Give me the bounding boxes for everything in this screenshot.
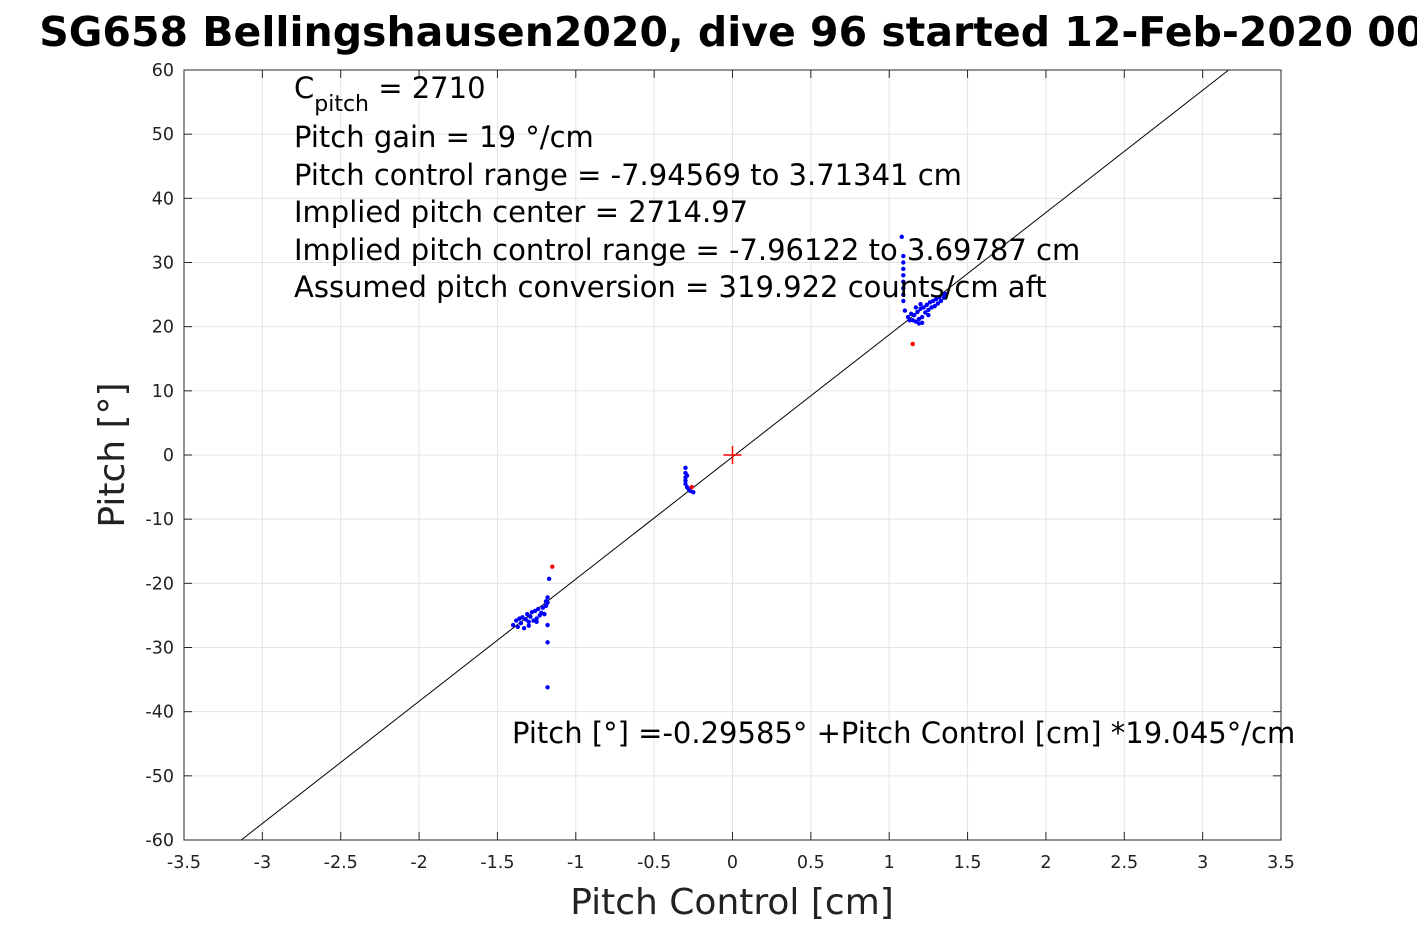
data-points (510, 234, 948, 690)
pitch-conversion-text: Assumed pitch conversion = 319.922 count… (294, 270, 1047, 304)
blue-data-point (546, 576, 552, 582)
blue-data-point (913, 305, 919, 310)
x-tick-label: 3 (1197, 853, 1208, 873)
y-tick-label: 0 (163, 446, 174, 466)
x-tick-label: 0.5 (797, 853, 825, 873)
x-tick-label: -1.5 (480, 853, 514, 873)
blue-data-point (534, 616, 539, 621)
blue-data-point (932, 303, 937, 309)
x-tick-label: 2 (1040, 853, 1051, 873)
implied-pitch-range-text: Implied pitch control range = -7.96122 t… (294, 233, 1080, 267)
blue-data-point (901, 273, 906, 278)
blue-data-point (515, 624, 521, 630)
blue-data-point (901, 253, 906, 259)
blue-data-point (937, 294, 942, 300)
blue-data-point (921, 305, 926, 310)
y-tick-label: -10 (145, 510, 174, 530)
blue-data-point (545, 640, 550, 645)
y-tick-label: -50 (145, 767, 174, 787)
x-tick-label: -2.5 (324, 853, 358, 873)
blue-data-point (545, 600, 550, 605)
blue-data-point (923, 310, 928, 315)
y-tick-label: 30 (152, 254, 174, 274)
blue-data-point (912, 312, 917, 318)
cpitch-value: = 2710 (369, 71, 486, 105)
blue-data-point (684, 473, 690, 478)
x-tick-label: 1.5 (954, 853, 982, 873)
blue-data-point (545, 595, 550, 600)
cpitch-subscript: pitch (314, 92, 369, 117)
y-tick-label: -60 (145, 831, 174, 851)
blue-data-point (535, 606, 541, 612)
x-tick-label: 3.5 (1267, 853, 1295, 873)
y-tick-label: 10 (152, 382, 174, 402)
cpitch-annotation: Cpitch = 2710 (294, 71, 486, 117)
y-tick-label: -40 (145, 703, 174, 723)
blue-data-point (534, 619, 539, 625)
x-axis-label: Pitch Control [cm] (570, 882, 894, 923)
blue-data-point (683, 478, 688, 483)
blue-data-point (691, 490, 696, 495)
blue-data-point (926, 307, 931, 313)
center-marker-layer (723, 446, 742, 464)
blue-data-point (518, 620, 524, 626)
blue-data-point (926, 312, 931, 318)
blue-data-point (901, 292, 906, 297)
blue-data-point (901, 298, 906, 304)
blue-data-point (528, 614, 533, 619)
x-tick-label: 2.5 (1110, 853, 1138, 873)
y-tick-label: 50 (152, 125, 174, 145)
axis-ticks: -3.5 -3 -2.5 -2 -1.5 -1 -0.5 0 0.5 1 1.5 2 2.5 3 3.5 -6… (145, 61, 1295, 873)
blue-data-point (902, 308, 908, 313)
blue-data-point (510, 622, 516, 628)
blue-data-point (924, 302, 930, 308)
x-tick-label: -1 (567, 853, 584, 873)
red-data-point (910, 341, 915, 347)
blue-data-point (943, 291, 948, 297)
blue-data-point (901, 285, 906, 291)
pitch-gain-text: Pitch gain = 19 °/cm (294, 120, 594, 154)
pitch-control-range-text: Pitch control range = -7.94569 to 3.7134… (294, 158, 962, 192)
red-data-point (550, 564, 555, 569)
blue-data-point (521, 626, 527, 631)
y-tick-label: 40 (152, 189, 174, 209)
blue-data-point (935, 301, 940, 306)
blue-data-point (918, 302, 923, 307)
blue-data-point (907, 318, 912, 323)
x-tick-label: -3 (254, 853, 271, 873)
x-tick-label: 1 (884, 853, 895, 873)
blue-data-point (919, 314, 925, 320)
y-tick-label: 60 (152, 61, 174, 81)
blue-data-point (901, 260, 906, 265)
blue-data-point (545, 622, 550, 628)
blue-data-point (545, 685, 550, 690)
chart-title: SG658 Bellingshausen2020, dive 96 starte… (39, 8, 1417, 56)
blue-data-point (683, 465, 688, 471)
blue-data-point (919, 320, 925, 326)
blue-data-point (523, 617, 528, 622)
x-tick-label: 0 (727, 853, 738, 873)
blue-data-point (526, 623, 531, 628)
blue-data-point (901, 279, 906, 284)
implied-pitch-center-text: Implied pitch center = 2714.97 (294, 195, 748, 229)
blue-data-point (901, 266, 906, 272)
blue-data-point (899, 234, 904, 240)
x-tick-label: -3.5 (167, 853, 201, 873)
y-axis-label: Pitch [°] (92, 382, 133, 527)
blue-data-point (915, 309, 920, 315)
blue-data-point (542, 611, 547, 617)
fit-equation-text: Pitch [°] =-0.29585° +Pitch Control [cm]… (512, 716, 1295, 750)
blue-data-point (525, 611, 530, 617)
x-tick-label: -0.5 (637, 853, 671, 873)
blue-data-point (938, 298, 944, 304)
blue-data-point (526, 619, 531, 625)
y-tick-label: -30 (145, 639, 174, 659)
y-tick-label: -20 (145, 574, 174, 594)
y-tick-label: 20 (152, 318, 174, 338)
cpitch-base: C (294, 71, 314, 105)
red-data-point (689, 484, 694, 490)
x-tick-label: -2 (410, 853, 427, 873)
blue-data-point (941, 295, 947, 300)
